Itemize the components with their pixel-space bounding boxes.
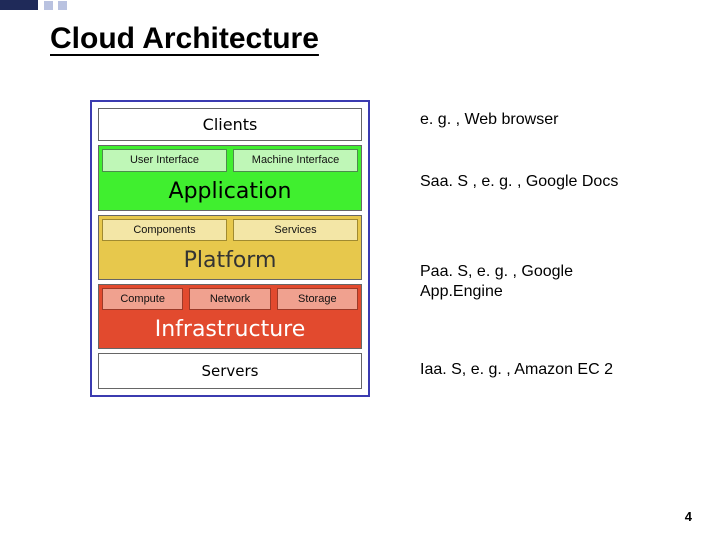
- accent-square: [58, 1, 67, 10]
- cell-storage: Storage: [277, 288, 358, 310]
- infrastructure-cells: Compute Network Storage: [99, 285, 361, 313]
- layer-platform: Components Services Platform: [98, 215, 362, 280]
- cell-user-interface: User Interface: [102, 149, 227, 172]
- annotation-platform: Paa. S, e. g. , Google App.Engine: [420, 262, 620, 302]
- annotation-application: Saa. S , e. g. , Google Docs: [420, 172, 620, 192]
- platform-cells: Components Services: [99, 216, 361, 244]
- page-title: Cloud Architecture: [50, 22, 319, 56]
- clients-label: Clients: [99, 109, 361, 140]
- annotation-infrastructure: Iaa. S, e. g. , Amazon EC 2: [420, 360, 620, 380]
- layer-clients: Clients: [98, 108, 362, 141]
- application-cells: User Interface Machine Interface: [99, 146, 361, 175]
- cell-services: Services: [233, 219, 358, 241]
- layer-infrastructure: Compute Network Storage Infrastructure: [98, 284, 362, 349]
- accent-square: [44, 1, 53, 10]
- cell-compute: Compute: [102, 288, 183, 310]
- cell-network: Network: [189, 288, 270, 310]
- accent-bar: [0, 0, 38, 10]
- cloud-stack-diagram: Clients User Interface Machine Interface…: [90, 100, 370, 397]
- infrastructure-title: Infrastructure: [99, 313, 361, 348]
- application-title: Application: [99, 175, 361, 210]
- platform-title: Platform: [99, 244, 361, 279]
- page-number: 4: [685, 509, 692, 524]
- cell-machine-interface: Machine Interface: [233, 149, 358, 172]
- layer-servers: Servers: [98, 353, 362, 389]
- layer-application: User Interface Machine Interface Applica…: [98, 145, 362, 211]
- cell-components: Components: [102, 219, 227, 241]
- servers-label: Servers: [99, 354, 361, 388]
- annotation-clients: e. g. , Web browser: [420, 110, 620, 130]
